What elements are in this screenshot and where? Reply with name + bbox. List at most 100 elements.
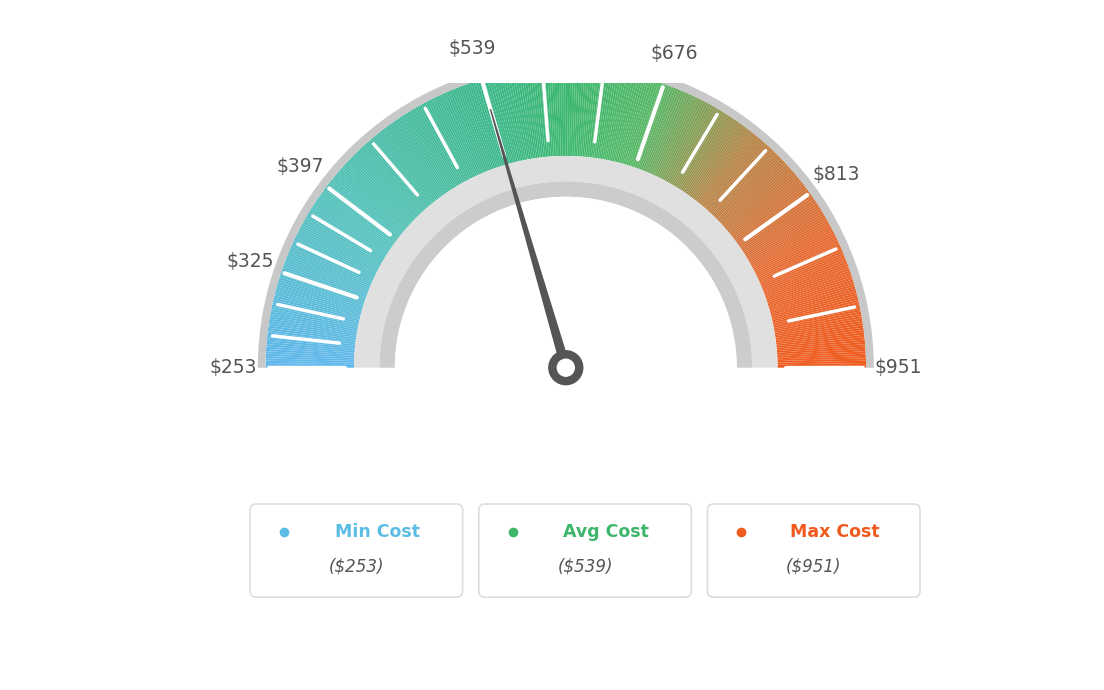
Wedge shape [355, 152, 418, 217]
Wedge shape [776, 328, 863, 341]
Wedge shape [417, 106, 463, 184]
Wedge shape [651, 93, 689, 175]
Wedge shape [775, 326, 863, 339]
Wedge shape [393, 121, 445, 195]
Wedge shape [777, 346, 866, 355]
Wedge shape [538, 68, 548, 157]
Wedge shape [350, 157, 415, 220]
Wedge shape [278, 279, 363, 307]
Wedge shape [559, 68, 562, 156]
Wedge shape [712, 150, 775, 216]
Wedge shape [719, 160, 785, 223]
Wedge shape [776, 339, 864, 349]
Wedge shape [772, 300, 859, 322]
Wedge shape [429, 99, 471, 179]
Wedge shape [709, 146, 769, 213]
FancyBboxPatch shape [479, 504, 691, 597]
Wedge shape [591, 70, 604, 157]
Wedge shape [635, 83, 666, 168]
Wedge shape [295, 235, 375, 276]
Wedge shape [771, 290, 857, 315]
Wedge shape [693, 128, 749, 199]
Wedge shape [774, 311, 861, 330]
Wedge shape [311, 207, 388, 256]
Text: $813: $813 [813, 165, 860, 184]
Wedge shape [310, 209, 386, 257]
Wedge shape [722, 166, 789, 226]
Wedge shape [395, 119, 447, 193]
Wedge shape [703, 139, 763, 208]
Wedge shape [761, 248, 842, 285]
Wedge shape [776, 337, 864, 348]
Wedge shape [346, 162, 412, 224]
Wedge shape [777, 351, 866, 357]
Wedge shape [637, 85, 670, 169]
Wedge shape [300, 225, 380, 268]
Wedge shape [675, 110, 723, 187]
Wedge shape [395, 197, 736, 368]
Wedge shape [673, 109, 721, 186]
Wedge shape [777, 363, 867, 366]
Wedge shape [343, 164, 411, 225]
Wedge shape [267, 337, 355, 348]
Wedge shape [773, 304, 860, 325]
Wedge shape [420, 105, 464, 183]
Wedge shape [510, 72, 528, 159]
Wedge shape [453, 88, 488, 171]
Wedge shape [319, 195, 393, 247]
Wedge shape [724, 169, 793, 229]
Wedge shape [669, 106, 714, 184]
Wedge shape [678, 113, 726, 189]
Wedge shape [584, 68, 594, 157]
Wedge shape [766, 270, 851, 301]
Wedge shape [267, 339, 355, 349]
Wedge shape [761, 250, 843, 286]
Wedge shape [554, 68, 559, 156]
Wedge shape [307, 213, 384, 260]
Wedge shape [266, 342, 354, 351]
Wedge shape [331, 178, 402, 235]
Wedge shape [283, 266, 367, 297]
Wedge shape [274, 297, 360, 320]
Wedge shape [338, 171, 406, 230]
Wedge shape [544, 68, 552, 157]
Wedge shape [329, 181, 400, 238]
Wedge shape [369, 139, 428, 208]
Wedge shape [646, 90, 681, 172]
Circle shape [558, 359, 574, 376]
Wedge shape [550, 68, 555, 156]
Wedge shape [427, 100, 469, 180]
Wedge shape [628, 81, 657, 166]
Wedge shape [498, 75, 520, 161]
Wedge shape [758, 242, 839, 281]
Wedge shape [701, 137, 760, 206]
Wedge shape [333, 176, 403, 234]
Wedge shape [622, 78, 647, 164]
Wedge shape [318, 197, 392, 248]
Wedge shape [273, 302, 359, 323]
Wedge shape [365, 142, 426, 210]
Wedge shape [349, 159, 414, 221]
Wedge shape [570, 68, 573, 156]
Wedge shape [655, 95, 693, 176]
Wedge shape [294, 238, 375, 277]
Wedge shape [618, 77, 643, 163]
Wedge shape [687, 121, 739, 195]
Wedge shape [466, 83, 497, 168]
Wedge shape [320, 193, 393, 246]
Wedge shape [275, 293, 361, 317]
Wedge shape [605, 72, 625, 160]
Wedge shape [777, 353, 866, 359]
Wedge shape [594, 70, 608, 158]
Wedge shape [368, 141, 427, 209]
Wedge shape [749, 215, 826, 262]
Wedge shape [336, 172, 405, 231]
Wedge shape [647, 90, 683, 172]
Wedge shape [376, 133, 434, 204]
Wedge shape [347, 160, 413, 223]
Wedge shape [399, 117, 449, 192]
Wedge shape [700, 135, 757, 204]
Wedge shape [362, 146, 423, 213]
Wedge shape [656, 96, 696, 177]
Wedge shape [485, 78, 510, 164]
